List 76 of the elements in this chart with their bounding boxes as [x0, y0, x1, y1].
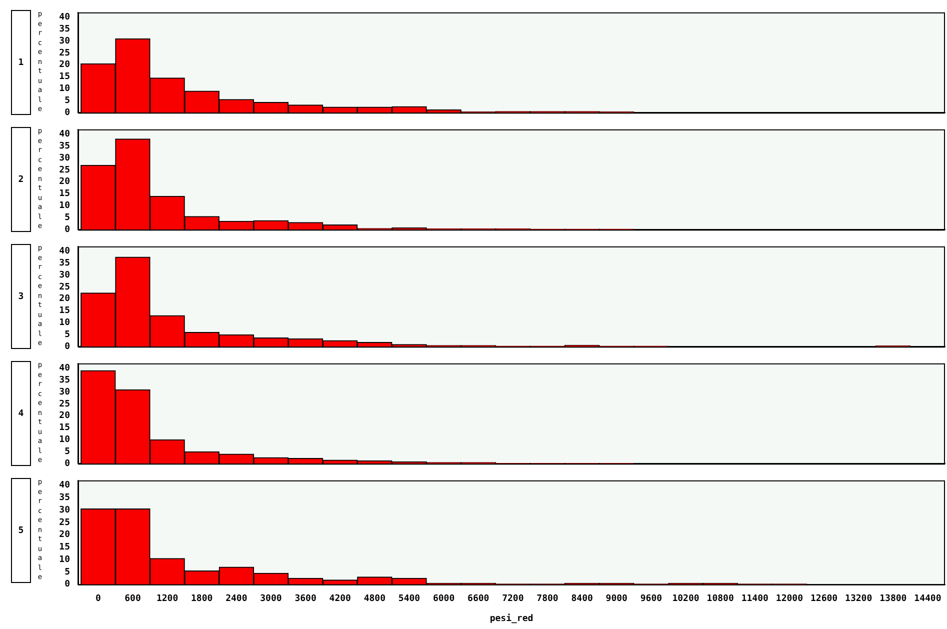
y-tick-label: 25	[59, 165, 70, 176]
y-tick-label: 25	[59, 518, 70, 528]
x-tick-label: 1200	[156, 594, 178, 604]
x-tick-label: 11400	[741, 594, 768, 604]
y-tick-label: 0	[64, 458, 70, 469]
x-tick-label: 5400	[398, 594, 420, 604]
x-tick-label: 0	[95, 594, 101, 604]
y-tick-label: 15	[59, 72, 70, 82]
y-tick-label: 5	[64, 96, 70, 106]
y-tick-label: 35	[59, 493, 70, 504]
x-tick-label: 3600	[294, 594, 316, 604]
x-tick-label: 9600	[640, 594, 662, 604]
y-tick-label: 35	[59, 141, 70, 152]
x-tick-label: 13800	[880, 594, 907, 604]
y-tick-label: 30	[59, 505, 70, 516]
y-tick-label: 5	[64, 447, 70, 458]
text: 3	[18, 292, 24, 302]
x-tick-label: 3000	[260, 594, 282, 604]
y-tick-label: 20	[59, 60, 70, 70]
y-tick-label: 0	[64, 108, 70, 118]
x-tick-label: 12600	[810, 594, 838, 604]
x-tick-label: 600	[124, 594, 141, 604]
y-tick-label: 5	[64, 330, 70, 340]
x-tick-label: 4200	[329, 594, 351, 604]
x-tick-label: 2400	[226, 594, 248, 604]
y-tick-label: 10	[59, 84, 70, 94]
y-tick-label: 40	[59, 246, 70, 257]
x-tick-label: 4800	[364, 594, 386, 604]
text: 1	[18, 58, 24, 68]
x-tick-label: 12000	[776, 594, 804, 604]
x-tick-label: 6600	[468, 594, 490, 604]
y-tick-label: 40	[59, 12, 70, 23]
x-tick-label: 13200	[845, 594, 872, 604]
y-tick-label: 15	[59, 542, 70, 553]
x-tick-label: 9000	[606, 594, 628, 604]
x-tick-label: 14400	[914, 594, 942, 604]
y-tick-label: 20	[59, 411, 70, 422]
y-tick-label: 15	[59, 306, 70, 316]
y-tick-label: 40	[59, 130, 70, 140]
y-tick-label: 15	[59, 189, 70, 200]
y-tick-label: 35	[59, 24, 70, 34]
y-tick-label: 30	[59, 153, 70, 164]
y-tick-label: 20	[59, 294, 70, 304]
y-tick-label: 30	[59, 270, 70, 280]
x-tick-label: 10200	[672, 594, 700, 604]
y-tick-label: 30	[59, 387, 70, 398]
y-tick-label: 0	[64, 580, 70, 590]
y-tick-label: 30	[59, 36, 70, 46]
y-tick-label: 10	[59, 318, 70, 328]
y-tick-label: 25	[59, 399, 70, 410]
y-tick-label: 20	[59, 177, 70, 188]
y-tick-label: 40	[59, 364, 70, 374]
x-tick-label: 10800	[706, 594, 734, 604]
y-tick-label: 35	[59, 375, 70, 386]
y-tick-label: 10	[59, 201, 70, 212]
y-tick-label: 10	[59, 554, 70, 565]
y-tick-label: 5	[64, 213, 70, 224]
x-tick-label: 6000	[432, 594, 455, 604]
y-tick-label: 40	[59, 480, 70, 491]
x-tick-label: 7800	[536, 594, 558, 604]
y-tick-label: 15	[59, 423, 70, 434]
y-tick-label: 5	[64, 567, 70, 578]
y-tick-label: 25	[59, 48, 70, 58]
y-tick-label: 0	[64, 342, 70, 352]
x-tick-label: 7200	[502, 594, 524, 604]
y-tick-label: 10	[59, 435, 70, 446]
text: 5	[18, 526, 24, 536]
x-tick-label: 8400	[571, 594, 593, 604]
text: 4	[18, 408, 24, 418]
text: 2	[18, 174, 24, 184]
y-tick-label: 25	[59, 282, 70, 292]
y-tick-label: 35	[59, 258, 70, 268]
x-tick-label: 1800	[191, 594, 213, 604]
y-tick-label: 0	[64, 224, 70, 235]
y-tick-label: 20	[59, 530, 70, 540]
x-axis-title: pesi_red	[490, 612, 534, 624]
